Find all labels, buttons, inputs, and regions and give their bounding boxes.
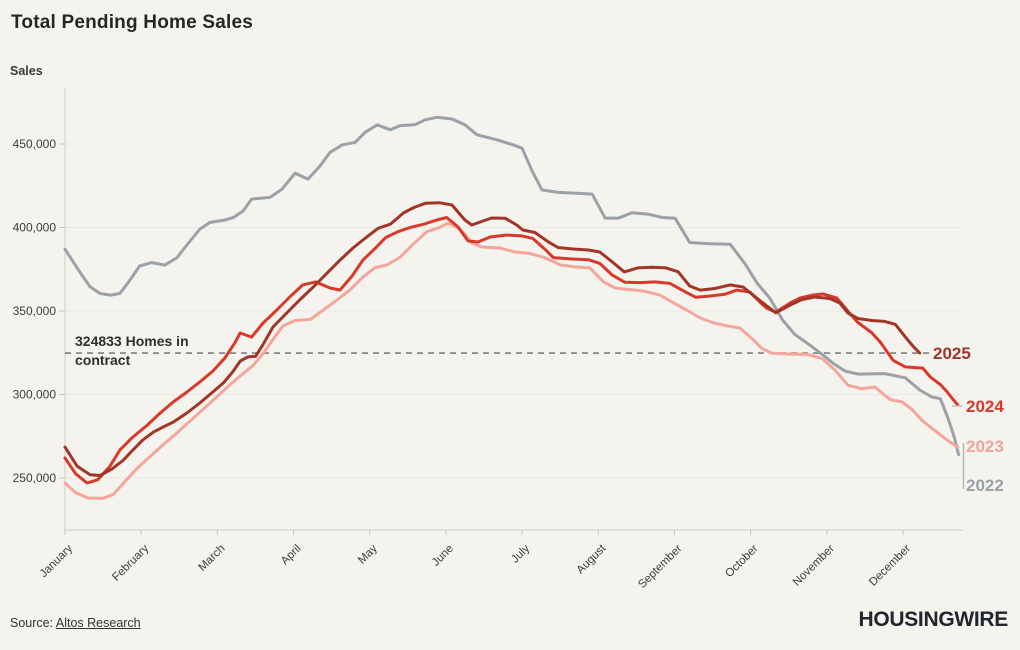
series-label-2025: 2025	[933, 344, 971, 363]
series-line-2022	[63, 115, 961, 457]
x-tick-label: December	[867, 543, 913, 589]
series-label-2024: 2024	[966, 397, 1004, 416]
y-tick-label: 350,000	[13, 304, 57, 318]
x-tick-label: July	[509, 542, 532, 565]
x-tick-label: September	[636, 543, 684, 591]
y-tick-label: 450,000	[13, 137, 57, 151]
series-line-2023	[63, 221, 960, 500]
series-label-2022: 2022	[966, 476, 1004, 495]
series-line-2025	[63, 201, 922, 477]
annotation-line1: 324833 Homes in	[75, 333, 189, 349]
x-tick-label: October	[723, 543, 761, 581]
series-label-2023: 2023	[966, 437, 1004, 456]
source-link[interactable]: Altos Research	[55, 616, 141, 630]
y-tick-label: 250,000	[13, 471, 57, 485]
x-tick-label: February	[110, 542, 151, 583]
y-axis-title: Sales	[10, 64, 43, 78]
y-tick-label: 300,000	[13, 388, 57, 402]
x-tick-label: June	[430, 543, 456, 569]
homes-in-contract-annotation: 324833 Homes in contract	[75, 332, 189, 370]
housingwire-logo: HOUSINGWIRE	[858, 608, 1008, 631]
x-tick-label: April	[279, 543, 304, 568]
x-tick-label: March	[196, 543, 227, 574]
x-tick-label: January	[38, 542, 76, 580]
page-title: Total Pending Home Sales	[11, 12, 253, 33]
y-tick-label: 400,000	[13, 221, 57, 235]
series-line-2024	[63, 216, 960, 485]
x-tick-label: November	[791, 543, 837, 589]
source-line: Source: Altos Research	[10, 616, 141, 630]
source-prefix: Source:	[10, 616, 56, 630]
annotation-line2: contract	[75, 352, 131, 368]
x-tick-label: May	[356, 542, 380, 566]
x-tick-label: August	[575, 542, 609, 576]
